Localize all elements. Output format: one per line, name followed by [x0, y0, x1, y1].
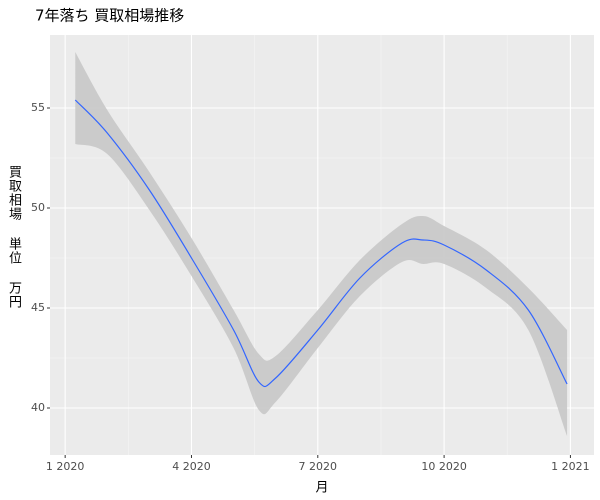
- y-axis-title: 買取相場 単位 万円: [6, 165, 21, 309]
- confidence-band: [75, 52, 568, 436]
- y-tick-label: 45: [31, 301, 45, 314]
- trend-line: [74, 99, 568, 388]
- x-tick-label: 4 2020: [172, 460, 211, 473]
- plot-panel: [50, 35, 594, 455]
- x-tick-label: 7 2020: [299, 460, 338, 473]
- x-axis-title: 月: [315, 481, 328, 496]
- y-tick-label: 55: [31, 101, 45, 114]
- y-tick-label: 40: [31, 401, 45, 414]
- x-tick-label: 1 2020: [46, 460, 85, 473]
- x-tick-label: 10 2020: [421, 460, 467, 473]
- chart-title: 7年落ち 買取相場推移: [35, 7, 184, 25]
- y-tick-label: 50: [31, 201, 45, 214]
- x-tick-label: 1 2021: [551, 460, 590, 473]
